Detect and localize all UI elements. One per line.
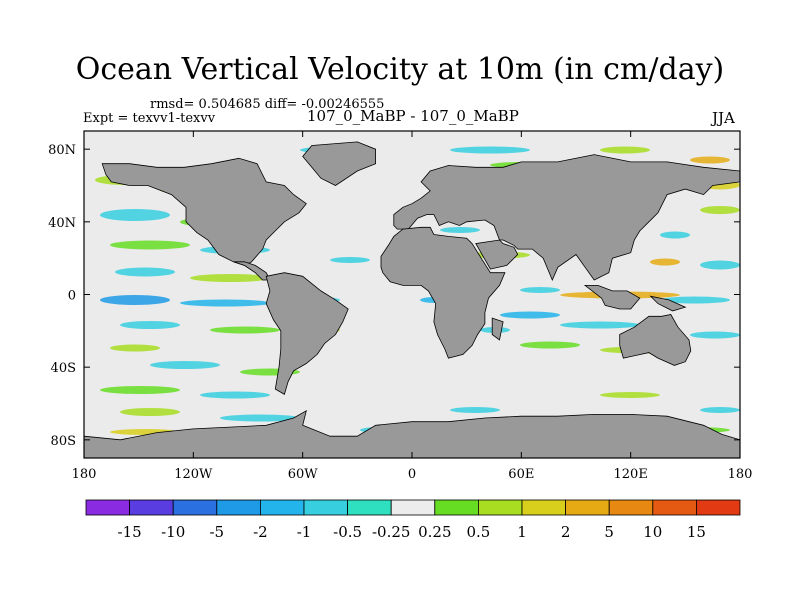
colorbar-label: -0.5	[333, 523, 362, 541]
colorbar-swatch	[129, 499, 174, 516]
land-indonesia	[583, 284, 641, 310]
x-tick-label: 60E	[508, 467, 534, 482]
axis-ticks: 180 120W 60W 0 60E 120E 180 80N 40N 0 40S 80S	[48, 131, 752, 482]
x-tick-label: 180	[728, 467, 753, 482]
experiment-label: Expt = texvv1-texvv	[83, 111, 216, 126]
velocity-streak	[450, 146, 530, 154]
colorbar-swatch	[390, 499, 436, 516]
velocity-streak	[700, 407, 740, 413]
velocity-streak	[180, 299, 270, 307]
velocity-streak	[600, 146, 650, 154]
colorbar-swatch	[608, 499, 654, 516]
velocity-streak	[690, 156, 730, 164]
colorbar-swatch	[172, 499, 218, 516]
x-tick-label: 0	[408, 467, 416, 482]
velocity-streak	[440, 227, 480, 233]
colorbar-label: -5	[209, 523, 224, 541]
colorbar-swatch	[521, 499, 566, 516]
land-mask	[84, 141, 740, 458]
x-tick-label: 60W	[288, 467, 319, 482]
velocity-streak	[450, 407, 500, 413]
velocity-streak	[660, 231, 690, 239]
velocity-streak	[220, 414, 300, 422]
velocity-streak	[520, 287, 560, 293]
colorbar-label: -1	[297, 523, 312, 541]
land-eurasia	[393, 154, 740, 282]
land-antarctica	[84, 409, 740, 458]
velocity-streak	[520, 341, 580, 349]
velocity-streak	[150, 361, 220, 369]
velocity-streak	[560, 321, 640, 329]
velocity-streak	[210, 326, 280, 334]
velocity-streak	[120, 321, 180, 329]
land-new-guinea	[649, 295, 687, 312]
y-tick-label: 40S	[51, 361, 76, 376]
colorbar-swatch	[303, 499, 348, 516]
velocity-streak	[110, 240, 190, 250]
land-africa	[380, 226, 506, 359]
colorbar-swatch	[85, 499, 130, 516]
colorbar-swatch	[434, 499, 479, 516]
velocity-streak	[600, 392, 660, 398]
velocity-streak	[120, 408, 180, 416]
chart-title: Ocean Vertical Velocity at 10m (in cm/da…	[75, 52, 725, 87]
land-greenland	[302, 141, 377, 186]
colorbar-label: -10	[161, 523, 185, 541]
velocity-streak	[690, 331, 740, 339]
velocity-streak	[100, 386, 180, 394]
map-field	[84, 131, 740, 458]
colorbar-label: 2	[561, 523, 571, 541]
velocity-streak	[700, 206, 740, 214]
velocity-streak	[190, 274, 270, 282]
velocity-streak	[700, 260, 740, 270]
y-tick-label: 80N	[48, 143, 76, 158]
colorbar-label: 15	[687, 523, 706, 541]
velocity-streak	[200, 391, 270, 399]
x-tick-label: 120E	[614, 467, 648, 482]
velocity-streak	[100, 295, 170, 305]
stats-line: rmsd= 0.504685 diff= -0.00246555	[150, 97, 385, 112]
x-tick-label: 120W	[174, 467, 213, 482]
colorbar-swatch	[565, 499, 610, 516]
colorbar: -15 -10 -5 -2 -1 -0.5 -0.25 0.25 0.5 1 2 5 10 15	[85, 499, 741, 541]
colorbar-swatch	[652, 499, 697, 516]
land-north-america	[101, 157, 307, 266]
land-south-america	[265, 272, 349, 396]
colorbar-swatch	[347, 499, 392, 516]
y-tick-label: 40N	[48, 216, 76, 231]
land-australia	[619, 314, 692, 366]
velocity-streak	[100, 209, 170, 221]
velocity-streak	[110, 344, 160, 352]
colorbar-swatch	[477, 499, 523, 516]
velocity-streak	[660, 296, 730, 304]
season-label: JJA	[712, 109, 735, 127]
x-tick-label: 180	[72, 467, 97, 482]
velocity-streak	[650, 258, 680, 266]
colorbar-label: -15	[118, 523, 142, 541]
land-madagascar	[491, 317, 504, 341]
land-arabia	[475, 239, 519, 270]
colorbar-swatch	[696, 499, 741, 516]
colorbar-label: -0.25	[372, 523, 410, 541]
y-tick-label: 0	[68, 289, 76, 304]
velocity-streak	[330, 257, 370, 263]
colorbar-label: 0.25	[418, 523, 451, 541]
colorbar-label: 0.5	[466, 523, 490, 541]
colorbar-label: -2	[253, 523, 268, 541]
velocity-streak	[500, 311, 560, 319]
colorbar-label: 5	[604, 523, 614, 541]
colorbar-swatch	[259, 499, 305, 516]
velocity-streak	[115, 267, 175, 277]
case-label: 107_0_MaBP - 107_0_MaBP	[307, 107, 519, 125]
colorbar-label: 10	[643, 523, 662, 541]
colorbar-swatch	[216, 499, 261, 516]
colorbar-label: 1	[517, 523, 527, 541]
y-tick-label: 80S	[51, 434, 76, 449]
